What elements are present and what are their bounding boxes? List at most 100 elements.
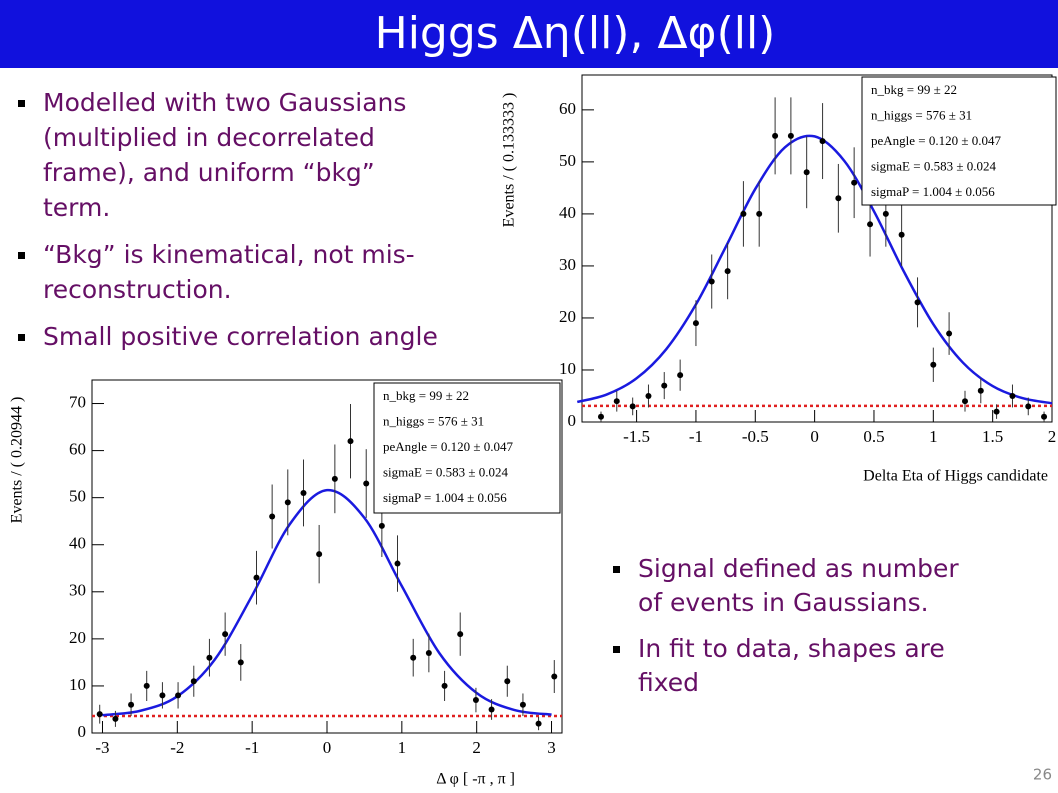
data-point (128, 701, 135, 708)
x-tick-label: -2 (170, 738, 184, 757)
data-point (237, 659, 244, 666)
data-point (740, 210, 747, 217)
y-tick-label: 20 (69, 628, 86, 647)
data-point (535, 720, 542, 727)
data-point (819, 138, 826, 145)
data-point (946, 330, 953, 337)
data-point (284, 499, 291, 506)
y-tick-label: 0 (568, 411, 577, 430)
data-point (159, 692, 166, 699)
data-point (1041, 413, 1048, 420)
x-axis-label: Δ φ [ -π , π ] (436, 771, 515, 788)
data-point (222, 631, 229, 638)
data-point (914, 299, 921, 306)
stats-line: sigmaE = 0.583 ± 0.024 (383, 464, 508, 479)
y-tick-label: 40 (69, 534, 86, 553)
data-point (331, 475, 338, 482)
y-tick-label: 60 (559, 99, 576, 118)
data-point (661, 382, 668, 389)
title-bar (0, 0, 1058, 68)
stats-line: n_bkg = 99 ± 22 (871, 82, 957, 97)
stats-line: sigmaP = 1.004 ± 0.056 (871, 184, 995, 199)
y-axis-label: Events / ( 0.20944 ) (9, 397, 26, 524)
bullet-text: reconstruction. (43, 275, 232, 304)
x-tick-label: 1 (398, 738, 407, 757)
data-point (803, 169, 810, 176)
bullet-text: Modelled with two Gaussians (43, 88, 406, 117)
data-point (519, 701, 526, 708)
y-tick-label: 50 (69, 487, 86, 506)
data-point (378, 522, 385, 529)
y-tick-label: 10 (559, 359, 576, 378)
x-tick-label: -1 (245, 738, 259, 757)
data-point (1009, 392, 1016, 399)
x-tick-label: 0.5 (863, 427, 884, 446)
stats-box (373, 382, 561, 514)
x-tick-label: 1.5 (982, 427, 1003, 446)
y-tick-label: 50 (559, 151, 576, 170)
data-point (708, 278, 715, 285)
data-point (724, 268, 731, 275)
data-point (504, 678, 511, 685)
data-point (835, 195, 842, 202)
data-point (112, 715, 119, 722)
x-tick-label: 0 (810, 427, 819, 446)
data-point (316, 551, 323, 558)
x-tick-label: 0 (323, 738, 332, 757)
data-point (363, 480, 370, 487)
data-point (143, 682, 150, 689)
x-tick-label: -0.5 (742, 427, 769, 446)
x-tick-label: 3 (547, 738, 556, 757)
bullet-text: In fit to data, shapes are (638, 634, 945, 663)
data-point (613, 398, 620, 405)
stats-line: n_bkg = 99 ± 22 (383, 388, 469, 403)
data-point (993, 408, 1000, 415)
y-tick-label: 70 (69, 392, 86, 411)
data-point (175, 692, 182, 699)
data-point (882, 210, 889, 217)
data-point (787, 132, 794, 139)
bullet-text: (multiplied in decorrelated (43, 123, 375, 152)
data-point (756, 210, 763, 217)
page-number: 26 (1033, 766, 1052, 784)
data-point (488, 706, 495, 713)
y-tick-label: 30 (559, 255, 576, 274)
data-point (977, 387, 984, 394)
y-tick-label: 20 (559, 307, 576, 326)
x-tick-label: 2 (472, 738, 481, 757)
stats-box (861, 76, 1057, 206)
bullet-text: Signal defined as number (638, 554, 959, 583)
data-point (597, 413, 604, 420)
bullet-marker (18, 334, 25, 341)
y-tick-label: 60 (69, 440, 86, 459)
data-point (190, 678, 197, 685)
data-point (472, 697, 479, 704)
bullet-marker (613, 646, 620, 653)
data-point (96, 711, 103, 718)
data-point (692, 320, 699, 327)
chart: 0 10 20 30 40 50 60 70 -3 -2 -1 0 1 2 3 Events / ( 0.20… (9, 379, 563, 788)
data-point (867, 221, 874, 228)
data-point (269, 513, 276, 520)
data-point (930, 361, 937, 368)
data-point (677, 372, 684, 379)
bullet-marker (18, 100, 25, 107)
bullet-text: fixed (638, 668, 699, 697)
stats-line: sigmaE = 0.583 ± 0.024 (871, 158, 996, 173)
data-point (206, 654, 213, 661)
bullet-marker (18, 252, 25, 259)
y-axis-label: Events / ( 0.133333 ) (501, 93, 518, 228)
data-point (394, 560, 401, 567)
chart: 0 10 20 30 40 50 60 -1.5 -1 -0.5 0 0.5 1 1.5 2 Events /… (501, 74, 1057, 485)
data-point (347, 438, 354, 445)
stats-line: n_higgs = 576 ± 31 (383, 413, 484, 428)
bullet-text: frame), and uniform “bkg” (43, 158, 375, 187)
data-point (410, 654, 417, 661)
x-tick-label: -3 (95, 738, 109, 757)
data-point (253, 574, 260, 581)
y-tick-label: 40 (559, 203, 576, 222)
x-tick-label: 2 (1048, 427, 1057, 446)
fit-curve (576, 134, 1053, 405)
y-tick-label: 10 (69, 675, 86, 694)
